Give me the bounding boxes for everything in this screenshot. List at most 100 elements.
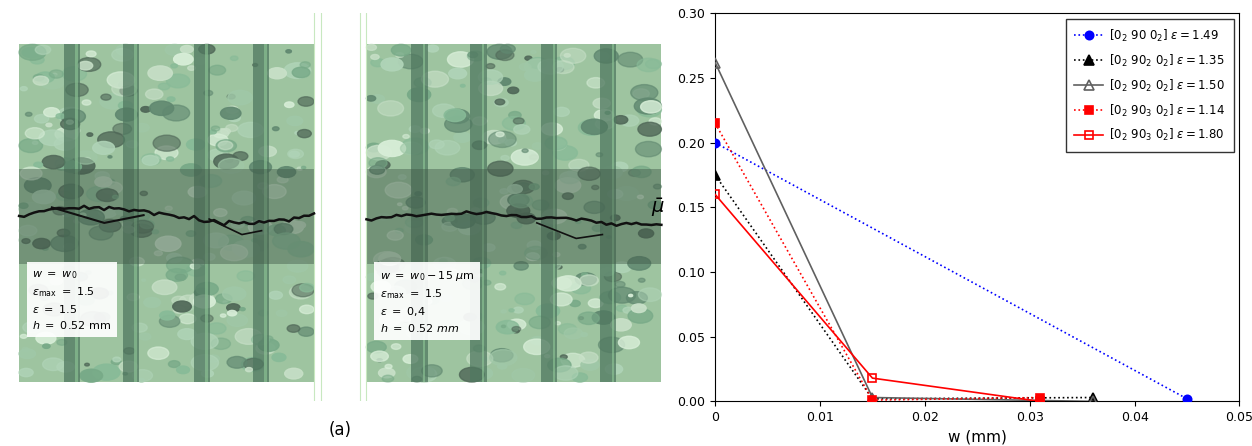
Circle shape bbox=[232, 191, 255, 205]
Circle shape bbox=[36, 332, 56, 344]
Circle shape bbox=[177, 301, 194, 312]
Circle shape bbox=[225, 124, 238, 132]
Circle shape bbox=[220, 128, 230, 134]
Circle shape bbox=[277, 176, 288, 183]
Circle shape bbox=[86, 186, 113, 202]
Circle shape bbox=[292, 284, 314, 297]
Circle shape bbox=[187, 264, 207, 277]
Circle shape bbox=[396, 228, 403, 233]
Circle shape bbox=[530, 155, 538, 160]
Circle shape bbox=[572, 373, 587, 382]
Circle shape bbox=[446, 178, 461, 186]
Circle shape bbox=[292, 67, 310, 78]
Circle shape bbox=[86, 133, 93, 136]
Circle shape bbox=[472, 258, 491, 268]
Circle shape bbox=[511, 222, 522, 228]
Circle shape bbox=[592, 186, 598, 190]
Circle shape bbox=[422, 298, 432, 304]
Circle shape bbox=[202, 370, 213, 377]
Circle shape bbox=[547, 232, 561, 240]
Circle shape bbox=[556, 276, 581, 291]
Circle shape bbox=[43, 303, 65, 316]
Circle shape bbox=[475, 314, 483, 318]
Circle shape bbox=[588, 299, 603, 308]
Circle shape bbox=[198, 214, 212, 222]
Bar bbox=[482, 45, 485, 382]
Circle shape bbox=[649, 201, 661, 209]
Circle shape bbox=[620, 115, 639, 126]
Circle shape bbox=[113, 195, 118, 198]
Circle shape bbox=[89, 226, 113, 240]
Circle shape bbox=[442, 216, 457, 225]
Circle shape bbox=[412, 376, 422, 382]
Circle shape bbox=[376, 260, 398, 273]
Circle shape bbox=[78, 62, 93, 70]
Circle shape bbox=[63, 266, 75, 274]
Circle shape bbox=[592, 311, 615, 324]
Circle shape bbox=[538, 59, 563, 74]
Circle shape bbox=[200, 174, 222, 187]
Circle shape bbox=[74, 219, 80, 223]
Circle shape bbox=[611, 319, 631, 331]
$[0_2\ 90_2\ 0_2]\ \epsilon = 1.35$ bbox=[707, 173, 722, 178]
Bar bbox=[19, 169, 314, 264]
Circle shape bbox=[433, 104, 456, 117]
Circle shape bbox=[637, 58, 660, 72]
Circle shape bbox=[601, 166, 622, 179]
Circle shape bbox=[207, 323, 227, 334]
Circle shape bbox=[629, 169, 641, 176]
Circle shape bbox=[235, 329, 262, 344]
Circle shape bbox=[451, 168, 475, 182]
Circle shape bbox=[403, 135, 409, 138]
Circle shape bbox=[558, 324, 577, 334]
Circle shape bbox=[40, 75, 64, 89]
Circle shape bbox=[473, 196, 482, 201]
Circle shape bbox=[129, 257, 144, 266]
Circle shape bbox=[512, 329, 520, 333]
Legend: $[0_2\ 90\ 0_2]\ \epsilon = 1.49$, $[0_2\ 90_2\ 0_2]\ \epsilon = 1.35$, $[0_2\ 9: $[0_2\ 90\ 0_2]\ \epsilon = 1.49$, $[0_2… bbox=[1065, 19, 1233, 152]
Bar bbox=[64, 45, 80, 382]
Circle shape bbox=[19, 225, 36, 236]
Circle shape bbox=[525, 59, 551, 74]
Circle shape bbox=[507, 204, 530, 218]
Circle shape bbox=[508, 319, 526, 330]
Circle shape bbox=[403, 355, 418, 363]
Circle shape bbox=[288, 241, 314, 257]
Circle shape bbox=[36, 72, 54, 83]
Circle shape bbox=[192, 333, 218, 349]
Circle shape bbox=[119, 361, 138, 372]
Circle shape bbox=[119, 101, 133, 110]
Circle shape bbox=[282, 221, 303, 234]
Circle shape bbox=[398, 203, 402, 206]
Circle shape bbox=[611, 215, 620, 221]
Circle shape bbox=[240, 217, 255, 225]
Circle shape bbox=[130, 224, 153, 237]
$[0_2\ 90_3\ 0_2]\ \epsilon = 1.80$ bbox=[865, 376, 880, 381]
Circle shape bbox=[289, 151, 299, 157]
Circle shape bbox=[631, 304, 646, 313]
Circle shape bbox=[490, 350, 517, 366]
Circle shape bbox=[25, 112, 33, 116]
Circle shape bbox=[298, 97, 314, 106]
$[0_2\ 90_2\ 0_2]\ \epsilon = 1.35$ bbox=[865, 396, 880, 401]
Circle shape bbox=[46, 123, 51, 127]
Circle shape bbox=[204, 253, 215, 260]
Circle shape bbox=[188, 66, 195, 70]
Circle shape bbox=[377, 359, 382, 362]
Circle shape bbox=[116, 45, 135, 55]
Circle shape bbox=[90, 288, 109, 299]
Circle shape bbox=[461, 84, 464, 87]
Circle shape bbox=[428, 296, 437, 301]
Circle shape bbox=[605, 272, 621, 282]
Circle shape bbox=[552, 277, 571, 289]
Circle shape bbox=[502, 116, 526, 130]
Circle shape bbox=[386, 364, 392, 368]
Circle shape bbox=[287, 116, 303, 126]
Circle shape bbox=[25, 128, 44, 139]
Circle shape bbox=[442, 222, 457, 231]
Circle shape bbox=[394, 280, 417, 293]
Circle shape bbox=[373, 252, 401, 268]
Circle shape bbox=[294, 222, 305, 229]
Circle shape bbox=[227, 356, 247, 368]
Circle shape bbox=[98, 132, 124, 148]
